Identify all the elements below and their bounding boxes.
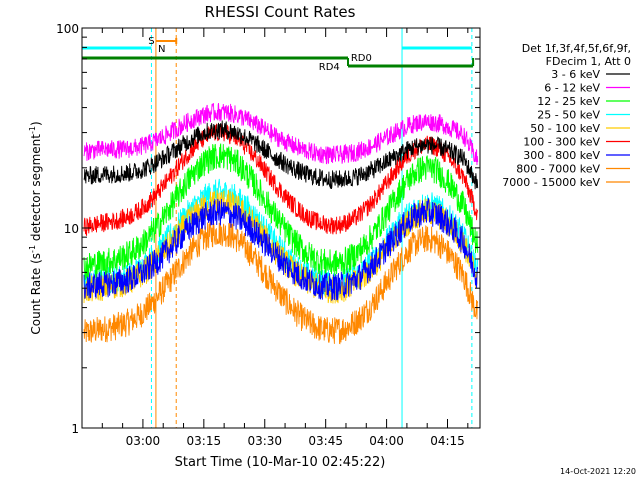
axes: 1 10 100 03:00 03:15 03:30 03:45 04:00 04:15 xyxy=(56,22,480,448)
legend-entry-label: 6 - 12 keV xyxy=(544,82,600,95)
legend-entry-label: 3 - 6 keV xyxy=(551,68,600,81)
y-tick-label: 10 xyxy=(64,222,79,236)
chart-title: RHESSI Count Rates xyxy=(205,3,356,21)
plot-frame xyxy=(81,27,481,429)
x-axis-label: Start Time (10-Mar-10 02:45:22) xyxy=(175,455,386,470)
legend-entry-label: 800 - 7000 keV xyxy=(516,163,600,176)
x-tick-label: 03:15 xyxy=(187,434,222,448)
count-rate-curves xyxy=(83,103,479,345)
night-label: N xyxy=(158,44,165,55)
legend-entry-label: 50 - 100 keV xyxy=(530,122,600,135)
legend: Det 1f,3f,4f,5f,6f,9f, FDecim 1, Att 0 3… xyxy=(502,42,631,189)
series-line-3 xyxy=(83,143,479,280)
series-line-1 xyxy=(83,120,479,190)
rd4-label: RD4 xyxy=(319,62,340,73)
legend-entry-label: 7000 - 15000 keV xyxy=(502,176,600,189)
legend-entry-label: 12 - 25 keV xyxy=(537,95,600,108)
series-line-7 xyxy=(83,198,479,302)
legend-entry-label: 300 - 800 keV xyxy=(523,149,600,162)
x-tick-label: 04:00 xyxy=(369,434,404,448)
series-line-8 xyxy=(83,220,479,345)
y-axis-label: Count Rate (s-1 detector segment-1) xyxy=(28,121,43,334)
x-tick-label: 03:30 xyxy=(247,434,282,448)
saa-label: S xyxy=(148,36,154,47)
x-tick-label: 03:00 xyxy=(126,434,161,448)
legend-entry-label: 100 - 300 keV xyxy=(523,136,600,149)
legend-entry-label: 25 - 50 keV xyxy=(537,109,600,122)
x-tick-label: 03:45 xyxy=(308,434,343,448)
rd0-label: RD0 xyxy=(351,53,372,64)
timestamp: 14-Oct-2021 12:20 xyxy=(560,467,636,476)
legend-header-line-2: FDecim 1, Att 0 xyxy=(546,55,631,68)
y-tick-label: 1 xyxy=(71,422,79,436)
y-tick-label: 100 xyxy=(56,22,79,36)
series-line-2 xyxy=(83,103,479,165)
legend-header-line-1: Det 1f,3f,4f,5f,6f,9f, xyxy=(522,42,631,55)
x-tick-label: 04:15 xyxy=(430,434,465,448)
